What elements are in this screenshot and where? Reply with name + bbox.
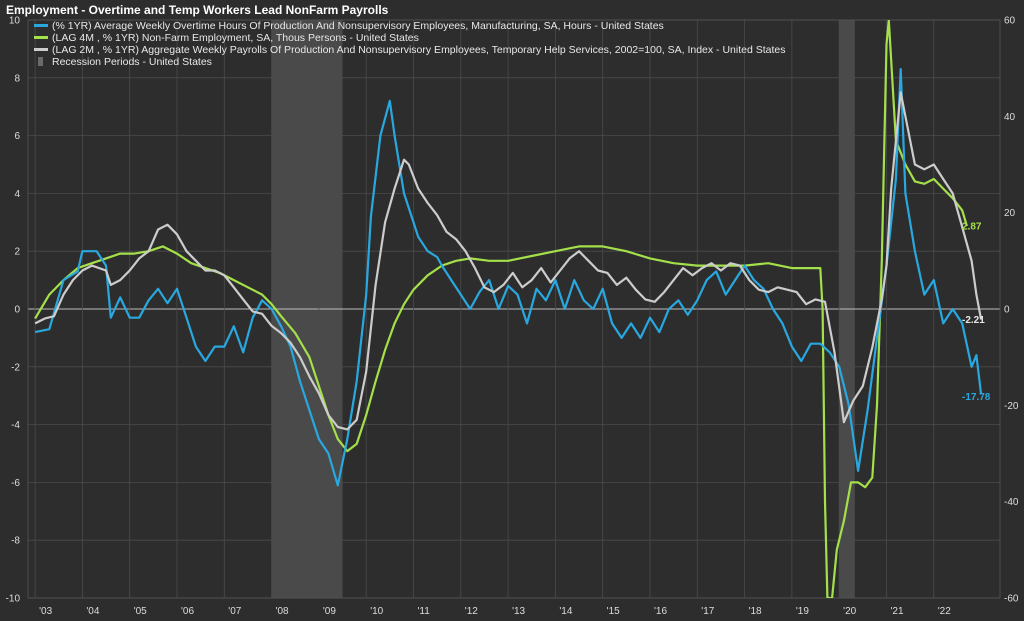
x-tick-label: '16 [654, 606, 667, 617]
series-line-0 [34, 68, 983, 487]
x-tick-label: '14 [559, 606, 572, 617]
y-right-tick-label: 0 [1004, 305, 1010, 316]
x-tick-label: '06 [181, 606, 194, 617]
y-right-tick-label: 20 [1004, 208, 1016, 219]
y-left-tick-label: -4 [11, 420, 20, 431]
gridlines [27, 19, 1001, 599]
y-left-tick-label: 0 [14, 305, 20, 316]
y-left-tick-label: 2 [14, 247, 20, 258]
legend-label: (LAG 2M , % 1YR) Aggregate Weekly Payrol… [52, 44, 786, 56]
x-tick-label: '18 [749, 606, 762, 617]
plot-frame [27, 19, 1001, 599]
x-tick-label: '09 [323, 606, 336, 617]
x-tick-label: '04 [86, 606, 99, 617]
end-value-label: -2.21 [962, 315, 985, 326]
axis-labels: 1086420-2-4-6-8-106040200-20-40-60'03'04… [6, 16, 1019, 618]
x-tick-label: '17 [701, 606, 714, 617]
x-tick-label: '13 [512, 606, 525, 617]
x-tick-label: '07 [228, 606, 241, 617]
legend: Employment - Overtime and Temp Workers L… [6, 3, 786, 68]
chart-title: Employment - Overtime and Temp Workers L… [6, 3, 389, 17]
y-left-tick-label: 10 [9, 16, 21, 27]
x-tick-label: '11 [417, 606, 430, 617]
x-tick-label: '21 [890, 606, 903, 617]
series-lines [34, 20, 983, 598]
legend-label: (LAG 4M , % 1YR) Non-Farm Employment, SA… [52, 32, 419, 44]
end-value-label: -17.78 [962, 392, 991, 403]
x-tick-label: '08 [276, 606, 289, 617]
y-left-tick-label: -2 [11, 362, 20, 373]
x-tick-label: '15 [607, 606, 620, 617]
y-left-tick-label: 4 [14, 189, 20, 200]
legend-label: Recession Periods - United States [52, 56, 212, 68]
y-right-tick-label: 40 [1004, 112, 1016, 123]
x-tick-label: '22 [938, 606, 951, 617]
x-tick-label: '19 [796, 606, 809, 617]
y-left-tick-label: 6 [14, 131, 20, 142]
x-tick-label: '12 [465, 606, 478, 617]
y-right-tick-label: -20 [1004, 401, 1019, 412]
x-tick-label: '10 [370, 606, 383, 617]
y-right-tick-label: -60 [1004, 594, 1019, 605]
y-left-tick-label: -10 [6, 594, 21, 605]
x-tick-label: '05 [134, 606, 147, 617]
x-tick-label: '03 [39, 606, 52, 617]
x-tick-label: '20 [843, 606, 856, 617]
legend-label: (% 1YR) Average Weekly Overtime Hours Of… [52, 20, 664, 32]
legend-swatch [38, 57, 43, 66]
y-left-tick-label: -6 [11, 478, 20, 489]
end-value-label: 2.87 [962, 222, 982, 233]
y-left-tick-label: 8 [14, 73, 20, 84]
end-value-labels: -17.78 2.87 -2.21 [962, 222, 991, 403]
y-left-tick-label: -8 [11, 536, 20, 547]
y-right-tick-label: 60 [1004, 16, 1016, 27]
y-right-tick-label: -40 [1004, 497, 1019, 508]
series-line-2 [34, 91, 983, 431]
